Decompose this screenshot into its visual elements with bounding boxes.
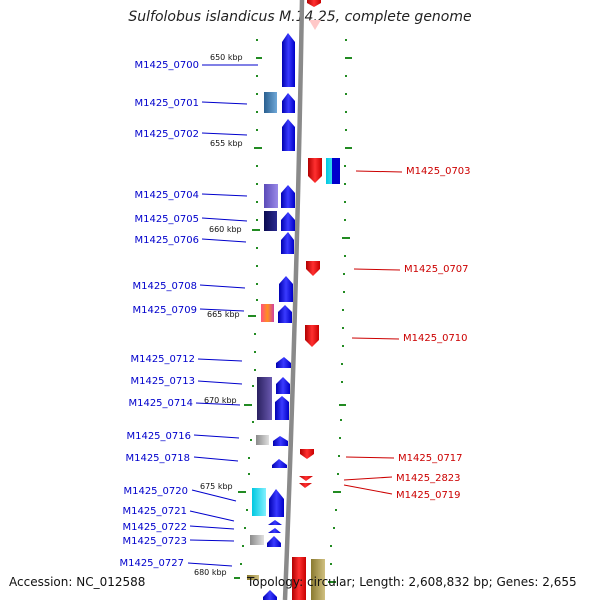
forward-gene-arrows — [263, 33, 295, 600]
gene-label-0722[interactable]: M1425_0722 — [122, 522, 187, 533]
gene-arrow-0722 — [268, 528, 281, 533]
gene-label-2823[interactable]: M1425_2823 — [396, 473, 461, 484]
gene-label-0727[interactable]: M1425_0727 — [119, 558, 184, 569]
gene-label-0714[interactable]: M1425_0714 — [128, 398, 193, 409]
feature-block — [264, 211, 277, 231]
gene-arrow-0716 — [273, 436, 288, 446]
genome-backbone — [282, 0, 305, 600]
gene-label-0713[interactable]: M1425_0713 — [130, 376, 195, 387]
gene-arrow-bottom — [292, 557, 306, 600]
scale-label: 680 kbp — [194, 568, 227, 577]
feature-block — [311, 559, 325, 600]
gene-label-0709[interactable]: M1425_0709 — [132, 305, 197, 316]
feature-block — [257, 377, 272, 420]
gene-arrow-0718 — [272, 459, 287, 468]
gene-arrow-0702 — [282, 119, 295, 151]
topology-text: Topology: circular; Length: 2,608,832 bp… — [247, 575, 577, 589]
scale-label: 650 kbp — [210, 53, 243, 62]
feature-block — [252, 488, 266, 516]
gene-arrow-0710 — [305, 325, 319, 347]
gene-arrow-0706 — [281, 232, 294, 254]
gene-label-0719[interactable]: M1425_0719 — [396, 490, 461, 501]
gene-arrow-0723 — [267, 536, 281, 547]
feature-block — [264, 184, 278, 208]
gene-label-0710[interactable]: M1425_0710 — [403, 333, 468, 344]
gene-label-0721[interactable]: M1425_0721 — [122, 506, 187, 517]
gene-label-0700[interactable]: M1425_0700 — [134, 60, 199, 71]
gene-label-0720[interactable]: M1425_0720 — [123, 486, 188, 497]
scale-label: 660 kbp — [209, 225, 242, 234]
gene-arrow-0717 — [300, 449, 314, 459]
gene-arrow-top — [307, 0, 321, 7]
forward-leader-lines — [187, 64, 258, 567]
gene-arrow-0714 — [275, 396, 289, 420]
gene-label-0708[interactable]: M1425_0708 — [132, 281, 197, 292]
gene-arrow-0712 — [276, 357, 291, 368]
feature-block — [256, 435, 269, 445]
gene-arrow-0720 — [269, 489, 284, 517]
gene-arrow-0719 — [299, 483, 312, 488]
right-ticks — [328, 39, 352, 583]
gene-label-0703[interactable]: M1425_0703 — [406, 166, 471, 177]
feature-block — [261, 304, 274, 322]
gene-arrow-0707 — [306, 261, 320, 276]
scale-label: 665 kbp — [207, 310, 240, 319]
feature-block — [247, 575, 259, 580]
gene-arrow-0705 — [281, 212, 295, 231]
gene-label-0702[interactable]: M1425_0702 — [134, 129, 199, 140]
gene-arrow-0727 — [263, 590, 277, 600]
reverse-track-band — [300, 30, 350, 600]
gene-arrow-0709 — [278, 305, 292, 323]
feature-block — [250, 535, 264, 545]
gene-arrow-0703 — [308, 158, 322, 183]
faded-feature — [309, 20, 321, 30]
gene-label-0723[interactable]: M1425_0723 — [122, 536, 187, 547]
gene-label-0706[interactable]: M1425_0706 — [134, 235, 199, 246]
scale-label: 670 kbp — [204, 396, 237, 405]
gene-label-0707[interactable]: M1425_0707 — [404, 264, 469, 275]
reverse-gene-arrows — [292, 0, 322, 600]
gene-arrow-0701 — [282, 93, 295, 113]
feature-block — [332, 158, 340, 184]
gene-label-0701[interactable]: M1425_0701 — [134, 98, 199, 109]
gene-arrow-2823 — [299, 476, 313, 481]
gene-label-0716[interactable]: M1425_0716 — [126, 431, 191, 442]
gene-label-0718[interactable]: M1425_0718 — [125, 453, 190, 464]
feature-block — [264, 92, 277, 113]
gene-arrow-0713 — [276, 377, 290, 394]
gene-label-0717[interactable]: M1425_0717 — [398, 453, 463, 464]
gene-arrow-0704 — [281, 185, 295, 208]
accession-text: Accession: NC_012588 — [9, 575, 146, 589]
gene-arrow-0708 — [279, 276, 293, 302]
left-ticks — [234, 39, 262, 579]
reverse-leader-lines — [343, 170, 403, 495]
scale-label: 675 kbp — [200, 482, 233, 491]
gene-label-0705[interactable]: M1425_0705 — [134, 214, 199, 225]
gene-label-0704[interactable]: M1425_0704 — [134, 190, 199, 201]
gene-label-0712[interactable]: M1425_0712 — [130, 354, 195, 365]
scale-label: 655 kbp — [210, 139, 243, 148]
gene-arrow-0721 — [268, 520, 282, 525]
gene-arrow-0700 — [282, 33, 295, 87]
